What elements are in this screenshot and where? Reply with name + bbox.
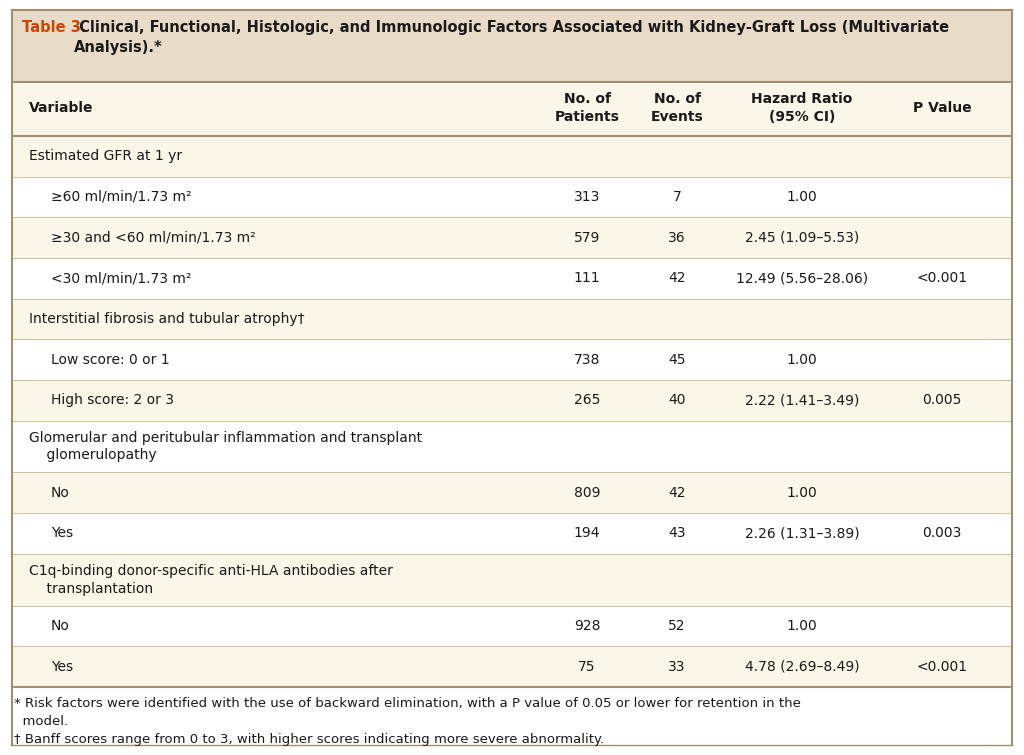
Text: 75: 75 — [579, 660, 596, 673]
Text: 7: 7 — [673, 190, 681, 204]
Text: 2.45 (1.09–5.53): 2.45 (1.09–5.53) — [744, 230, 859, 245]
Text: 33: 33 — [669, 660, 686, 673]
Text: 36: 36 — [669, 230, 686, 245]
Bar — [12, 646, 1012, 687]
Text: P Value: P Value — [912, 101, 972, 115]
Bar — [12, 606, 1012, 646]
Text: 1.00: 1.00 — [786, 190, 817, 204]
Text: 2.22 (1.41–3.49): 2.22 (1.41–3.49) — [744, 393, 859, 407]
Bar — [12, 10, 1012, 82]
Bar — [12, 339, 1012, 380]
Text: 42: 42 — [669, 485, 686, 500]
Text: High score: 2 or 3: High score: 2 or 3 — [51, 393, 174, 407]
Text: 111: 111 — [573, 271, 600, 285]
Text: Table 3.: Table 3. — [22, 20, 86, 35]
Text: 0.003: 0.003 — [923, 526, 962, 541]
Text: 42: 42 — [669, 271, 686, 285]
Bar — [12, 380, 1012, 421]
Text: <0.001: <0.001 — [916, 271, 968, 285]
Text: * Risk factors were identified with the use of backward elimination, with a P va: * Risk factors were identified with the … — [14, 697, 801, 710]
Text: 265: 265 — [573, 393, 600, 407]
Text: model.: model. — [14, 715, 69, 728]
Bar — [12, 421, 1012, 473]
Text: No. of
Events: No. of Events — [650, 92, 703, 124]
Text: Yes: Yes — [51, 660, 73, 673]
Text: 2.26 (1.31–3.89): 2.26 (1.31–3.89) — [744, 526, 859, 541]
Text: 45: 45 — [669, 353, 686, 367]
Bar — [12, 84, 1012, 136]
Bar — [12, 473, 1012, 513]
Bar — [12, 258, 1012, 298]
Text: † Banff scores range from 0 to 3, with higher scores indicating more severe abno: † Banff scores range from 0 to 3, with h… — [14, 733, 604, 746]
Text: 579: 579 — [573, 230, 600, 245]
Text: <30 ml/min/1.73 m²: <30 ml/min/1.73 m² — [51, 271, 191, 285]
Bar — [12, 513, 1012, 553]
Text: 52: 52 — [669, 619, 686, 633]
Text: Interstitial fibrosis and tubular atrophy†: Interstitial fibrosis and tubular atroph… — [29, 312, 304, 326]
Text: 194: 194 — [573, 526, 600, 541]
Text: Clinical, Functional, Histologic, and Immunologic Factors Associated with Kidney: Clinical, Functional, Histologic, and Im… — [74, 20, 949, 55]
Text: 1.00: 1.00 — [786, 353, 817, 367]
Text: Yes: Yes — [51, 526, 73, 541]
Text: 43: 43 — [669, 526, 686, 541]
Text: 738: 738 — [573, 353, 600, 367]
Text: C1q-binding donor-specific anti-HLA antibodies after
    transplantation: C1q-binding donor-specific anti-HLA anti… — [29, 564, 393, 596]
Text: Estimated GFR at 1 yr: Estimated GFR at 1 yr — [29, 149, 182, 163]
Text: 40: 40 — [669, 393, 686, 407]
Text: Hazard Ratio
(95% CI): Hazard Ratio (95% CI) — [752, 92, 853, 124]
Bar — [12, 217, 1012, 258]
Text: <0.001: <0.001 — [916, 660, 968, 673]
Text: 809: 809 — [573, 485, 600, 500]
Text: No. of
Patients: No. of Patients — [555, 92, 620, 124]
Text: ≥60 ml/min/1.73 m²: ≥60 ml/min/1.73 m² — [51, 190, 191, 204]
Text: 1.00: 1.00 — [786, 619, 817, 633]
Text: Low score: 0 or 1: Low score: 0 or 1 — [51, 353, 170, 367]
Text: No: No — [51, 619, 70, 633]
Bar — [12, 298, 1012, 339]
Text: 313: 313 — [573, 190, 600, 204]
Bar — [12, 136, 1012, 177]
Text: 4.78 (2.69–8.49): 4.78 (2.69–8.49) — [744, 660, 859, 673]
Text: No: No — [51, 485, 70, 500]
Bar — [12, 553, 1012, 606]
Text: ≥30 and <60 ml/min/1.73 m²: ≥30 and <60 ml/min/1.73 m² — [51, 230, 256, 245]
Text: Variable: Variable — [29, 101, 93, 115]
Text: 928: 928 — [573, 619, 600, 633]
Text: Glomerular and peritubular inflammation and transplant
    glomerulopathy: Glomerular and peritubular inflammation … — [29, 430, 422, 462]
Text: 0.005: 0.005 — [923, 393, 962, 407]
Text: 1.00: 1.00 — [786, 485, 817, 500]
Text: 12.49 (5.56–28.06): 12.49 (5.56–28.06) — [736, 271, 868, 285]
Bar — [12, 177, 1012, 217]
